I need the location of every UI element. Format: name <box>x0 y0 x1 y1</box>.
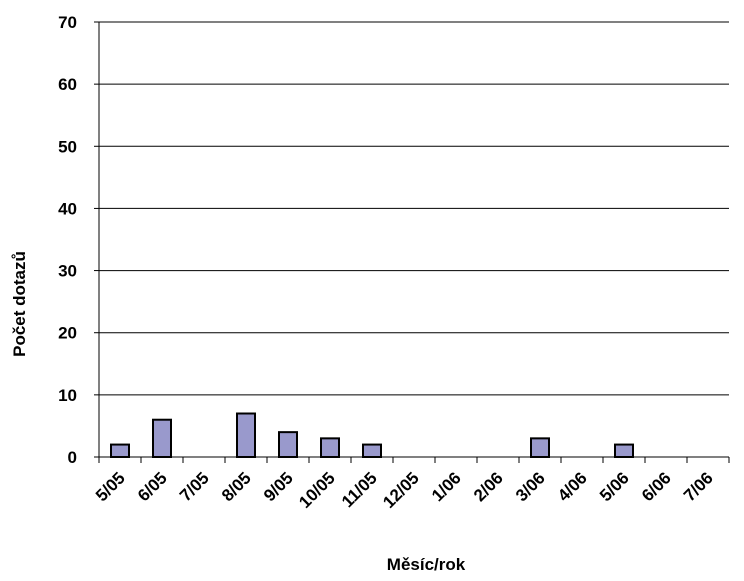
y-tick-label: 40 <box>58 199 77 218</box>
x-tick-label: 1/06 <box>428 468 465 505</box>
bar <box>278 431 298 458</box>
y-tick-labels: 0 10 20 30 40 50 60 70 <box>58 13 77 467</box>
x-tick-label: 5/06 <box>596 468 633 505</box>
x-axis-title: Měsíc/rok <box>387 555 466 574</box>
y-tick-label: 70 <box>58 13 77 32</box>
axes <box>94 21 730 463</box>
x-tick-label: 3/06 <box>512 468 549 505</box>
x-tick-label: 6/06 <box>638 468 675 505</box>
y-tick-label: 10 <box>58 386 77 405</box>
gridlines <box>99 21 729 396</box>
x-tick-label: 5/05 <box>92 468 129 505</box>
y-axis-title: Počet dotazů <box>10 251 29 357</box>
x-tick-label: 9/05 <box>260 468 297 505</box>
bar <box>110 443 130 459</box>
y-tick-label: 0 <box>68 448 77 467</box>
bar <box>320 437 340 459</box>
x-tick-label: 6/05 <box>134 468 171 505</box>
bar <box>362 443 382 459</box>
x-tick-label: 2/06 <box>470 468 507 505</box>
x-tick-label: 4/06 <box>554 468 591 505</box>
bar <box>530 437 550 459</box>
x-tick-label: 11/05 <box>338 468 381 511</box>
y-tick-label: 20 <box>58 324 77 343</box>
x-tick-label: 8/05 <box>218 468 255 505</box>
bars <box>110 412 634 459</box>
y-tick-label: 60 <box>58 75 77 94</box>
y-tick-label: 30 <box>58 262 77 281</box>
x-tick-label: 7/06 <box>680 468 717 505</box>
x-tick-label: 7/05 <box>176 468 213 505</box>
y-tick-label: 50 <box>58 137 77 156</box>
x-tick-label: 10/05 <box>295 468 339 512</box>
bar <box>152 418 172 459</box>
bar <box>614 443 634 459</box>
bar <box>236 412 256 458</box>
x-tick-label: 12/05 <box>379 468 423 512</box>
